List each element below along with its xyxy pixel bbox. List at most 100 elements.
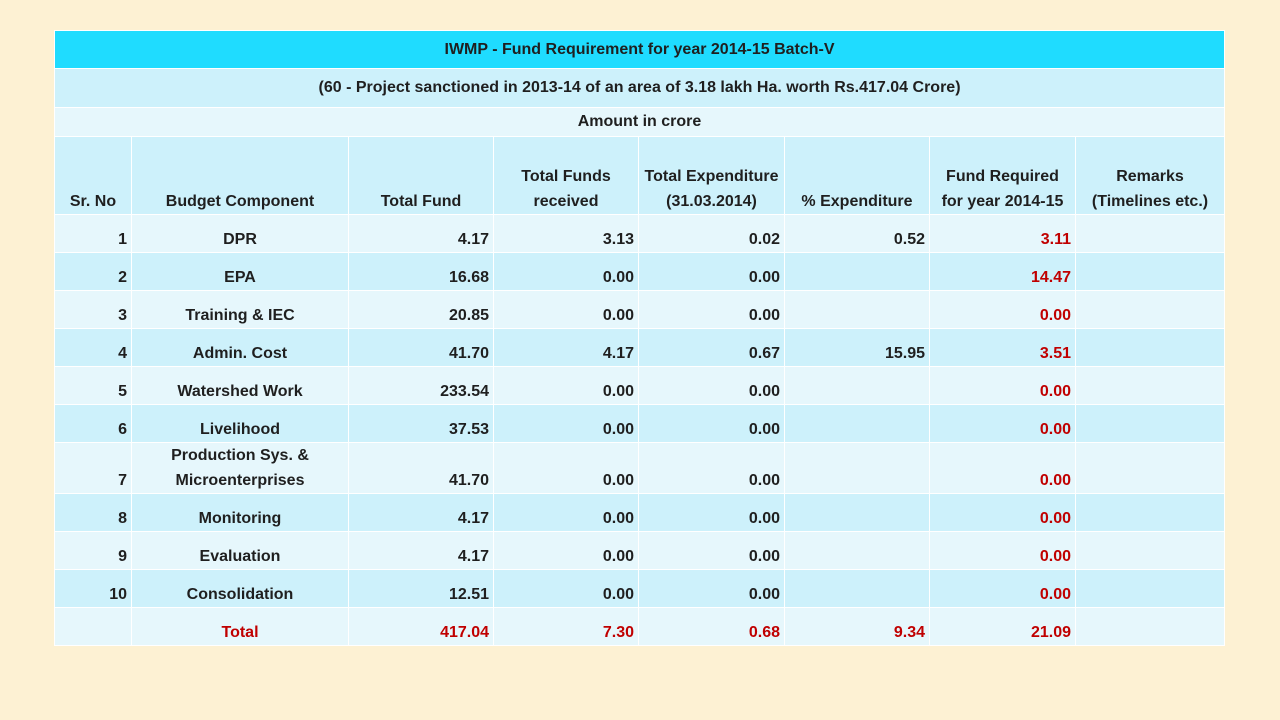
cell-total-fund: 4.17 bbox=[348, 214, 494, 253]
cell-total-fund: 41.70 bbox=[348, 442, 494, 494]
cell-total-fund: 12.51 bbox=[348, 569, 494, 608]
cell-total-fund: 233.54 bbox=[348, 366, 494, 405]
cell-fund-required: 0.00 bbox=[929, 442, 1076, 494]
header-remarks: Remarks (Timelines etc.) bbox=[1074, 136, 1226, 215]
cell-total-expenditure: 0.00 bbox=[638, 290, 785, 329]
cell-budget-component: Evaluation bbox=[131, 531, 349, 570]
cell-total-fund: 41.70 bbox=[348, 328, 494, 367]
unit-note: Amount in crore bbox=[53, 107, 1226, 137]
cell-pct-expenditure bbox=[784, 493, 930, 532]
table-row: 10 Consolidation 12.51 0.00 0.00 0.00 bbox=[54, 569, 1226, 608]
cell-sr-no: 6 bbox=[54, 404, 132, 443]
cell-sr-no: 10 bbox=[54, 569, 132, 608]
total-label: Total bbox=[131, 607, 349, 646]
cell-budget-component: Production Sys. & Microenterprises bbox=[131, 442, 349, 494]
total-pct-expenditure: 9.34 bbox=[784, 607, 930, 646]
cell-remarks bbox=[1074, 290, 1226, 329]
table-row: 8 Monitoring 4.17 0.00 0.00 0.00 bbox=[54, 493, 1226, 532]
table-row: 1 DPR 4.17 3.13 0.02 0.52 3.11 bbox=[54, 214, 1226, 253]
unit-row: Amount in crore bbox=[53, 107, 1226, 137]
cell-total-funds-received: 0.00 bbox=[493, 366, 639, 405]
cell-sr-no: 9 bbox=[54, 531, 132, 570]
fund-requirement-table: IWMP - Fund Requirement for year 2014-15… bbox=[53, 30, 1226, 646]
cell-fund-required: 0.00 bbox=[929, 569, 1076, 608]
cell-fund-required: 3.11 bbox=[929, 214, 1076, 253]
cell-fund-required: 0.00 bbox=[929, 290, 1076, 329]
cell-budget-component: Consolidation bbox=[131, 569, 349, 608]
cell-budget-component: EPA bbox=[131, 252, 349, 291]
cell-total-expenditure: 0.00 bbox=[638, 493, 785, 532]
header-fund-required: Fund Required for year 2014-15 bbox=[929, 136, 1076, 215]
table-title: IWMP - Fund Requirement for year 2014-15… bbox=[53, 30, 1226, 69]
table-row: 7 Production Sys. & Microenterprises 41.70… bbox=[54, 442, 1226, 494]
total-row: Total 417.04 7.30 0.68 9.34 21.09 bbox=[54, 607, 1226, 646]
cell-sr-no: 4 bbox=[54, 328, 132, 367]
header-total-funds-received: Total Funds received bbox=[493, 136, 639, 215]
cell-total-funds-received: 0.00 bbox=[493, 531, 639, 570]
cell-total-expenditure: 0.00 bbox=[638, 404, 785, 443]
cell-fund-required: 0.00 bbox=[929, 366, 1076, 405]
total-remarks-blank bbox=[1074, 607, 1226, 646]
header-total-fund: Total Fund bbox=[348, 136, 494, 215]
cell-total-funds-received: 0.00 bbox=[493, 252, 639, 291]
cell-remarks bbox=[1074, 569, 1226, 608]
cell-total-expenditure: 0.02 bbox=[638, 214, 785, 253]
total-expenditure: 0.68 bbox=[638, 607, 785, 646]
header-pct-expenditure: % Expenditure bbox=[784, 136, 930, 215]
cell-sr-no: 8 bbox=[54, 493, 132, 532]
cell-total-expenditure: 0.00 bbox=[638, 531, 785, 570]
cell-budget-component: DPR bbox=[131, 214, 349, 253]
cell-total-expenditure: 0.00 bbox=[638, 366, 785, 405]
table-row: 5 Watershed Work 233.54 0.00 0.00 0.00 bbox=[54, 366, 1226, 405]
cell-pct-expenditure bbox=[784, 531, 930, 570]
cell-pct-expenditure: 15.95 bbox=[784, 328, 930, 367]
cell-total-expenditure: 0.00 bbox=[638, 252, 785, 291]
cell-budget-component: Watershed Work bbox=[131, 366, 349, 405]
cell-sr-no: 2 bbox=[54, 252, 132, 291]
total-total-fund: 417.04 bbox=[348, 607, 494, 646]
cell-fund-required: 14.47 bbox=[929, 252, 1076, 291]
table-subtitle: (60 - Project sanctioned in 2013-14 of a… bbox=[53, 68, 1226, 108]
cell-remarks bbox=[1074, 328, 1226, 367]
cell-pct-expenditure bbox=[784, 404, 930, 443]
total-sr-blank bbox=[54, 607, 132, 646]
cell-remarks bbox=[1074, 404, 1226, 443]
cell-budget-component: Admin. Cost bbox=[131, 328, 349, 367]
cell-remarks bbox=[1074, 531, 1226, 570]
cell-total-funds-received: 3.13 bbox=[493, 214, 639, 253]
table-row: 3 Training & IEC 20.85 0.00 0.00 0.00 bbox=[54, 290, 1226, 329]
cell-total-funds-received: 0.00 bbox=[493, 404, 639, 443]
table-row: 4 Admin. Cost 41.70 4.17 0.67 15.95 3.51 bbox=[54, 328, 1226, 367]
cell-total-funds-received: 0.00 bbox=[493, 493, 639, 532]
cell-total-fund: 37.53 bbox=[348, 404, 494, 443]
cell-remarks bbox=[1074, 493, 1226, 532]
cell-pct-expenditure bbox=[784, 290, 930, 329]
total-fund-required: 21.09 bbox=[929, 607, 1076, 646]
cell-remarks bbox=[1074, 252, 1226, 291]
cell-pct-expenditure bbox=[784, 569, 930, 608]
cell-budget-component: Training & IEC bbox=[131, 290, 349, 329]
cell-sr-no: 7 bbox=[54, 442, 132, 494]
cell-fund-required: 3.51 bbox=[929, 328, 1076, 367]
cell-sr-no: 3 bbox=[54, 290, 132, 329]
table-row: 9 Evaluation 4.17 0.00 0.00 0.00 bbox=[54, 531, 1226, 570]
table-row: 6 Livelihood 37.53 0.00 0.00 0.00 bbox=[54, 404, 1226, 443]
table-row: 2 EPA 16.68 0.00 0.00 14.47 bbox=[54, 252, 1226, 291]
header-total-expenditure: Total Expenditure (31.03.2014) bbox=[638, 136, 785, 215]
header-budget-component: Budget Component bbox=[131, 136, 349, 215]
cell-total-expenditure: 0.00 bbox=[638, 442, 785, 494]
cell-sr-no: 5 bbox=[54, 366, 132, 405]
cell-sr-no: 1 bbox=[54, 214, 132, 253]
cell-total-funds-received: 0.00 bbox=[493, 442, 639, 494]
cell-total-fund: 16.68 bbox=[348, 252, 494, 291]
cell-pct-expenditure bbox=[784, 252, 930, 291]
cell-fund-required: 0.00 bbox=[929, 531, 1076, 570]
cell-total-funds-received: 4.17 bbox=[493, 328, 639, 367]
cell-remarks bbox=[1074, 366, 1226, 405]
cell-fund-required: 0.00 bbox=[929, 404, 1076, 443]
cell-fund-required: 0.00 bbox=[929, 493, 1076, 532]
title-row: IWMP - Fund Requirement for year 2014-15… bbox=[53, 30, 1226, 69]
cell-total-fund: 4.17 bbox=[348, 531, 494, 570]
cell-pct-expenditure bbox=[784, 366, 930, 405]
cell-total-fund: 4.17 bbox=[348, 493, 494, 532]
